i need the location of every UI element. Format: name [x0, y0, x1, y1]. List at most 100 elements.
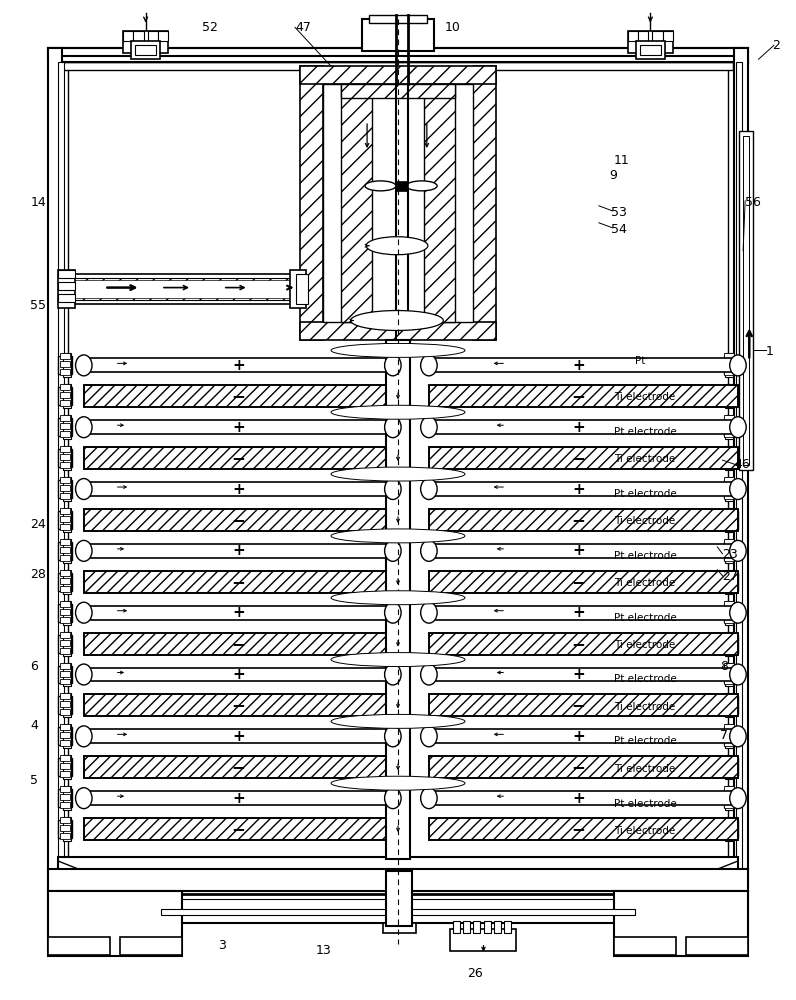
Bar: [724, 601, 733, 625]
Bar: [724, 758, 738, 776]
Bar: [369, 15, 427, 23]
Bar: [135, 45, 156, 55]
Bar: [429, 509, 738, 531]
Bar: [63, 446, 72, 470]
Ellipse shape: [331, 343, 465, 357]
Bar: [60, 833, 70, 839]
Bar: [724, 415, 734, 421]
Bar: [133, 31, 143, 41]
Ellipse shape: [331, 653, 465, 667]
Bar: [60, 415, 70, 421]
Text: Ti electrode: Ti electrode: [615, 764, 676, 774]
Ellipse shape: [384, 355, 401, 376]
Bar: [429, 385, 738, 407]
Bar: [724, 449, 738, 467]
Bar: [148, 31, 158, 41]
Bar: [640, 45, 661, 55]
Bar: [60, 539, 70, 545]
Text: −: −: [232, 449, 245, 467]
Text: −: −: [232, 696, 245, 714]
Bar: [63, 384, 72, 408]
Bar: [724, 477, 733, 501]
Ellipse shape: [420, 664, 437, 685]
Bar: [58, 282, 75, 290]
Text: 6: 6: [30, 660, 38, 673]
Bar: [653, 31, 663, 41]
Ellipse shape: [420, 602, 437, 623]
Ellipse shape: [331, 776, 465, 790]
Bar: [724, 701, 734, 707]
Ellipse shape: [406, 181, 437, 191]
Bar: [724, 727, 738, 745]
Bar: [300, 322, 496, 340]
Text: +: +: [232, 543, 244, 558]
Bar: [724, 570, 733, 594]
Text: −: −: [232, 758, 245, 776]
Bar: [60, 493, 70, 499]
Bar: [84, 606, 393, 620]
Bar: [84, 668, 393, 681]
Bar: [60, 617, 70, 623]
Bar: [60, 446, 70, 452]
Bar: [724, 663, 733, 686]
Bar: [63, 508, 72, 532]
Bar: [84, 694, 393, 716]
Bar: [58, 270, 75, 308]
Bar: [68, 274, 295, 304]
Bar: [724, 648, 734, 654]
Bar: [60, 609, 70, 615]
Bar: [60, 431, 70, 437]
Bar: [724, 353, 733, 377]
Bar: [504, 921, 511, 933]
Text: −: −: [572, 573, 585, 591]
Bar: [724, 384, 733, 408]
Bar: [60, 679, 70, 684]
Ellipse shape: [76, 479, 92, 500]
Bar: [429, 509, 738, 531]
Ellipse shape: [76, 664, 92, 685]
Bar: [58, 56, 738, 894]
Bar: [58, 356, 72, 374]
Text: +: +: [232, 605, 244, 620]
Bar: [84, 633, 393, 655]
Bar: [724, 696, 738, 714]
Bar: [120, 937, 181, 955]
Bar: [60, 693, 70, 699]
Bar: [60, 817, 70, 823]
Bar: [60, 547, 70, 553]
Bar: [724, 693, 733, 717]
Text: −: −: [232, 511, 245, 529]
Bar: [628, 31, 673, 53]
Text: +: +: [572, 543, 584, 558]
Bar: [494, 921, 501, 933]
Bar: [58, 820, 72, 838]
Bar: [724, 663, 734, 669]
Bar: [724, 786, 734, 792]
Bar: [739, 131, 753, 470]
Bar: [60, 384, 70, 390]
Bar: [84, 482, 393, 496]
Bar: [84, 694, 393, 716]
Bar: [724, 508, 733, 532]
Text: 24: 24: [30, 518, 46, 531]
Bar: [323, 84, 473, 322]
Bar: [84, 791, 393, 805]
Bar: [724, 632, 733, 656]
Bar: [724, 609, 734, 615]
Bar: [724, 508, 734, 514]
Bar: [724, 794, 734, 800]
Bar: [58, 635, 72, 653]
Bar: [60, 601, 70, 607]
Bar: [60, 586, 70, 592]
Bar: [158, 31, 168, 41]
Bar: [724, 539, 734, 545]
Bar: [724, 361, 734, 367]
Bar: [58, 511, 72, 529]
Text: 47: 47: [295, 21, 311, 34]
Bar: [60, 524, 70, 530]
Text: 46: 46: [735, 458, 751, 471]
Text: +: +: [572, 358, 584, 373]
Text: 4: 4: [30, 719, 38, 732]
Bar: [724, 485, 734, 491]
Bar: [429, 606, 738, 620]
